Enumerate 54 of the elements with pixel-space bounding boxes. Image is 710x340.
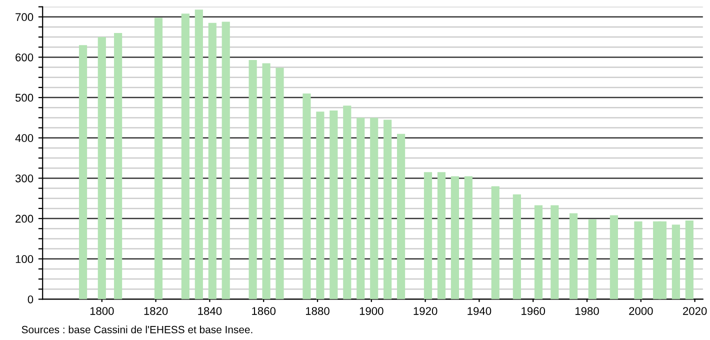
y-tick-label: 100	[16, 255, 34, 264]
bar	[248, 60, 257, 300]
x-tick-label: 1840	[198, 307, 222, 315]
x-tick-label: 1860	[252, 307, 276, 315]
y-tick-label: 700	[16, 13, 34, 22]
bar	[262, 63, 270, 300]
x-tick-label: 2020	[683, 307, 707, 315]
bar	[610, 215, 618, 300]
bar	[534, 205, 543, 300]
bar	[194, 10, 203, 300]
bar	[302, 94, 311, 300]
bar	[512, 194, 521, 300]
bar	[343, 106, 352, 300]
x-tick-label: 1940	[468, 307, 492, 315]
bar	[569, 213, 578, 300]
x-tick-label: 1880	[306, 307, 330, 315]
x-tick-label: 1900	[360, 307, 384, 315]
x-tick-label: 1960	[522, 307, 546, 315]
bar	[316, 112, 324, 300]
bar	[208, 22, 216, 300]
x-tick-label: 1800	[90, 307, 114, 315]
x-tick-label: 2000	[629, 307, 653, 315]
source-note: Sources : base Cassini de l'EHESS et base Insee.	[22, 326, 252, 334]
bar	[98, 37, 106, 300]
bar	[78, 45, 88, 300]
bar	[491, 186, 500, 300]
bar	[384, 120, 392, 300]
bar	[464, 176, 472, 300]
x-tick-label: 1920	[414, 307, 438, 315]
bar	[634, 221, 642, 300]
x-tick-label: 1820	[144, 307, 168, 315]
bar	[437, 172, 446, 300]
bar	[450, 176, 459, 300]
bar	[397, 134, 406, 300]
y-tick-label: 600	[16, 53, 34, 62]
bar	[424, 172, 432, 300]
y-tick-label: 500	[15, 94, 34, 102]
bar	[356, 118, 365, 300]
y-tick-label: 200	[16, 214, 34, 223]
bar	[154, 18, 163, 300]
bar	[550, 205, 559, 300]
x-tick-label: 1980	[576, 307, 599, 315]
y-tick-label: 300	[15, 174, 34, 182]
bar	[588, 219, 596, 300]
bar	[222, 22, 230, 300]
bar	[370, 118, 378, 300]
bar	[181, 14, 190, 300]
bar	[672, 224, 680, 300]
bar	[114, 33, 122, 300]
y-tick-label: 0	[28, 295, 34, 304]
bar	[330, 110, 338, 300]
bar	[685, 220, 694, 300]
y-tick-label: 400	[15, 134, 34, 142]
bar	[276, 68, 284, 300]
